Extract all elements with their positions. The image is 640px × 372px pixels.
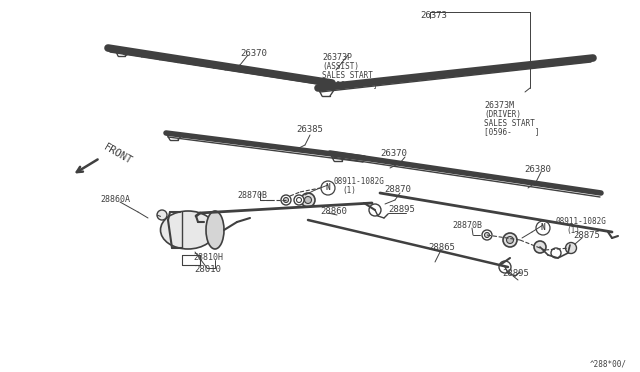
Circle shape: [506, 237, 513, 244]
Circle shape: [157, 210, 167, 220]
Text: 28860: 28860: [320, 208, 347, 217]
Text: [0596-     ]: [0596- ]: [484, 128, 540, 137]
Text: 28865: 28865: [428, 244, 455, 253]
Ellipse shape: [206, 211, 224, 249]
Text: SALES START: SALES START: [484, 119, 535, 128]
Text: 26370: 26370: [380, 150, 407, 158]
Text: (1): (1): [342, 186, 356, 196]
Text: SALES START: SALES START: [322, 71, 373, 80]
Circle shape: [503, 233, 517, 247]
Text: FRONT: FRONT: [102, 142, 134, 166]
Circle shape: [566, 243, 577, 253]
Text: N: N: [541, 224, 545, 232]
Text: ^288*00/: ^288*00/: [590, 359, 627, 369]
Circle shape: [551, 248, 561, 258]
Text: 28895: 28895: [502, 269, 529, 278]
Text: 28860A: 28860A: [100, 196, 130, 205]
Text: 28895: 28895: [388, 205, 415, 215]
Circle shape: [321, 181, 335, 195]
Text: 26385: 26385: [296, 125, 323, 135]
Text: (1): (1): [566, 227, 580, 235]
Circle shape: [482, 230, 492, 240]
Text: 26373M: 26373M: [484, 100, 514, 109]
Text: [0596-     ]: [0596- ]: [322, 80, 378, 90]
Circle shape: [369, 204, 381, 216]
Text: 28810H: 28810H: [193, 253, 223, 263]
Text: (DRIVER): (DRIVER): [484, 109, 521, 119]
Ellipse shape: [161, 211, 216, 249]
Text: 26373: 26373: [420, 10, 447, 19]
Text: 28870B: 28870B: [237, 190, 267, 199]
Text: 28870: 28870: [384, 186, 411, 195]
Text: 28875: 28875: [573, 231, 600, 240]
Circle shape: [296, 198, 301, 202]
Circle shape: [534, 241, 546, 253]
Circle shape: [294, 195, 304, 205]
Circle shape: [301, 193, 315, 207]
Circle shape: [284, 198, 289, 202]
Circle shape: [499, 261, 511, 273]
Circle shape: [484, 232, 490, 237]
Text: 08911-1082G: 08911-1082G: [556, 218, 607, 227]
Text: 28870B: 28870B: [452, 221, 482, 230]
Text: 28010: 28010: [194, 266, 221, 275]
Text: 08911-1082G: 08911-1082G: [334, 177, 385, 186]
Circle shape: [281, 195, 291, 205]
Text: 26373P: 26373P: [322, 54, 352, 62]
Text: N: N: [326, 183, 330, 192]
Circle shape: [536, 221, 550, 235]
Circle shape: [305, 196, 312, 203]
Text: 26370: 26370: [240, 48, 267, 58]
Text: (ASSIST): (ASSIST): [322, 62, 359, 71]
Text: 26380: 26380: [524, 166, 551, 174]
